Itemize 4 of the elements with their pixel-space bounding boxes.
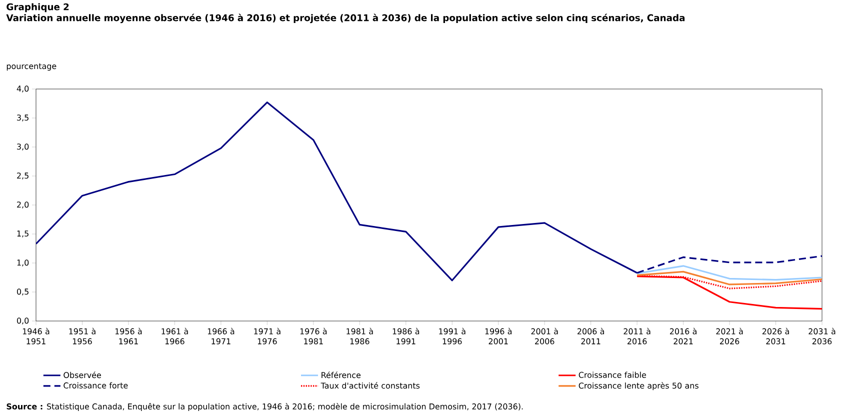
line-series — [636, 265, 822, 281]
chart-title: Graphique 2 — [6, 3, 69, 12]
chart-subtitle: Variation annuelle moyenne observée (1946 à 2016) et projetée (2011 à 2036) de la population active selon cinq scénarios, Canada — [6, 14, 685, 24]
line-series — [636, 270, 822, 286]
